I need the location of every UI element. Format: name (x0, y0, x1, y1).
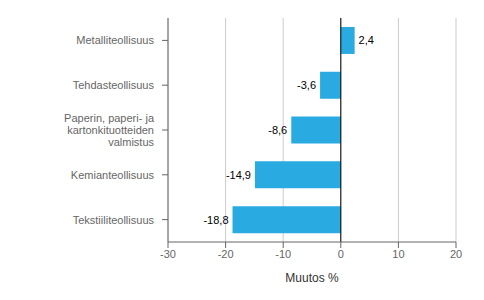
svg-text:Metalliteollisuus: Metalliteollisuus (76, 34, 154, 46)
svg-text:Tekstiiliteollisuus: Tekstiiliteollisuus (73, 214, 155, 226)
svg-text:-30: -30 (160, 248, 176, 260)
svg-text:-10: -10 (275, 248, 291, 260)
svg-text:10: 10 (392, 248, 404, 260)
svg-text:-20: -20 (218, 248, 234, 260)
svg-text:-8,6: -8,6 (268, 124, 287, 136)
svg-text:0: 0 (338, 248, 344, 260)
svg-text:-14,9: -14,9 (226, 169, 251, 181)
svg-text:20: 20 (450, 248, 462, 260)
svg-text:Kemianteollisuus: Kemianteollisuus (71, 169, 155, 181)
svg-text:Muutos %: Muutos % (285, 271, 339, 285)
svg-text:2,4: 2,4 (359, 34, 374, 46)
svg-text:-3,6: -3,6 (297, 79, 316, 91)
svg-text:Tehdasteollisuus: Tehdasteollisuus (73, 79, 155, 91)
svg-text:-18,8: -18,8 (203, 214, 228, 226)
svg-text:Paperin, paperi- jakartonkituo: Paperin, paperi- jakartonkituotteidenval… (64, 112, 155, 148)
